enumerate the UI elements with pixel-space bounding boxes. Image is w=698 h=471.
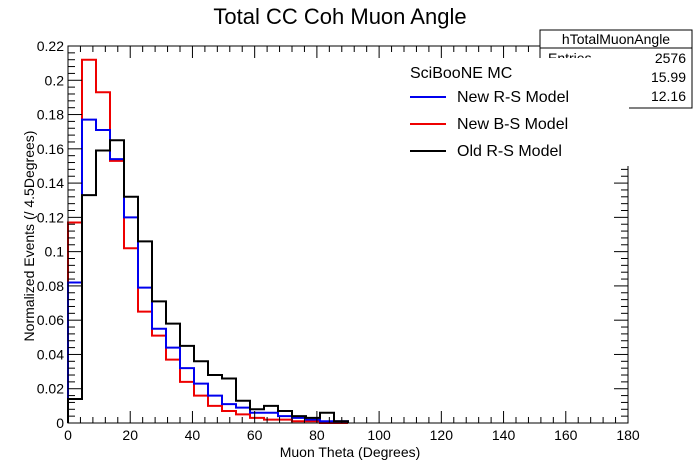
- y-tick-label: 0: [56, 415, 64, 431]
- y-axis-label: Normalized Events (/ 4.5Degrees): [21, 131, 37, 342]
- x-tick-label: 20: [122, 427, 138, 443]
- x-tick-label: 0: [64, 427, 72, 443]
- legend-label-new-rs: New R-S Model: [457, 89, 569, 106]
- y-tick-label: 0.06: [37, 312, 64, 328]
- y-tick-label: 0.22: [37, 38, 64, 54]
- y-tick-label: 0.04: [37, 346, 64, 362]
- chart-title: Total CC Coh Muon Angle: [213, 4, 466, 29]
- x-tick-label: 100: [367, 427, 391, 443]
- y-tick-label: 0.1: [45, 244, 65, 260]
- x-tick-label: 40: [185, 427, 201, 443]
- stats-value-mean: 15.99: [651, 69, 686, 85]
- legend-label-old-rs: Old R-S Model: [457, 143, 562, 160]
- stats-value-rms: 12.16: [651, 88, 686, 104]
- x-axis-label: Muon Theta (Degrees): [280, 444, 421, 460]
- x-tick-label: 180: [616, 427, 640, 443]
- y-tick-label: 0.14: [37, 175, 64, 191]
- x-tick-label: 80: [309, 427, 325, 443]
- y-tick-label: 0.12: [37, 209, 64, 225]
- legend-header: SciBooNE MC: [410, 65, 512, 82]
- legend-label-new-bs: New B-S Model: [457, 116, 568, 133]
- x-tick-label: 120: [430, 427, 454, 443]
- y-tick-label: 0.08: [37, 278, 64, 294]
- series-line-new-r-s-model: [68, 120, 348, 423]
- y-tick-label: 0.02: [37, 381, 64, 397]
- y-tick-label: 0.16: [37, 141, 64, 157]
- y-tick-label: 0.2: [45, 72, 65, 88]
- x-tick-label: 60: [247, 427, 263, 443]
- y-tick-label: 0.18: [37, 107, 64, 123]
- series-line-old-r-s-model: [68, 140, 348, 423]
- x-tick-label: 140: [492, 427, 516, 443]
- x-tick-label: 160: [554, 427, 578, 443]
- stats-value-entries: 2576: [655, 50, 686, 66]
- legend: SciBooNE MC New R-S Model New B-S Model …: [404, 58, 629, 166]
- stats-box-name: hTotalMuonAngle: [562, 31, 670, 47]
